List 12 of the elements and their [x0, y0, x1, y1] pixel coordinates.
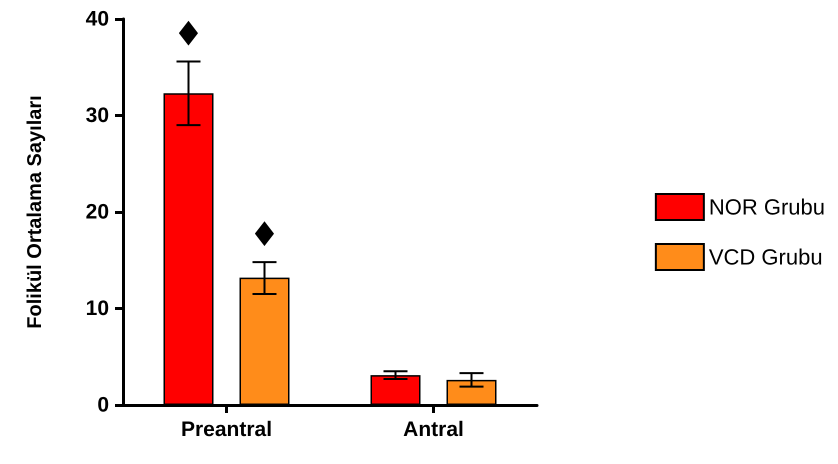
x-tick-label: Preantral [180, 418, 272, 441]
y-tick-label: 30 [86, 104, 109, 127]
y-tick-label: 10 [86, 297, 109, 320]
x-tick-label: Antral [403, 418, 464, 441]
annotation: ♦ [249, 215, 280, 256]
annotation: ♦ [173, 14, 204, 54]
y-tick-label: 0 [97, 394, 109, 416]
y-tick-label: 40 [86, 8, 109, 30]
y-axis-title: Folikül Ortalama Sayıları [24, 95, 46, 329]
legend-label: NOR Grubu [708, 194, 826, 220]
y-tick-label: 20 [86, 200, 109, 224]
legend-label: VCD Grubu [708, 244, 823, 270]
